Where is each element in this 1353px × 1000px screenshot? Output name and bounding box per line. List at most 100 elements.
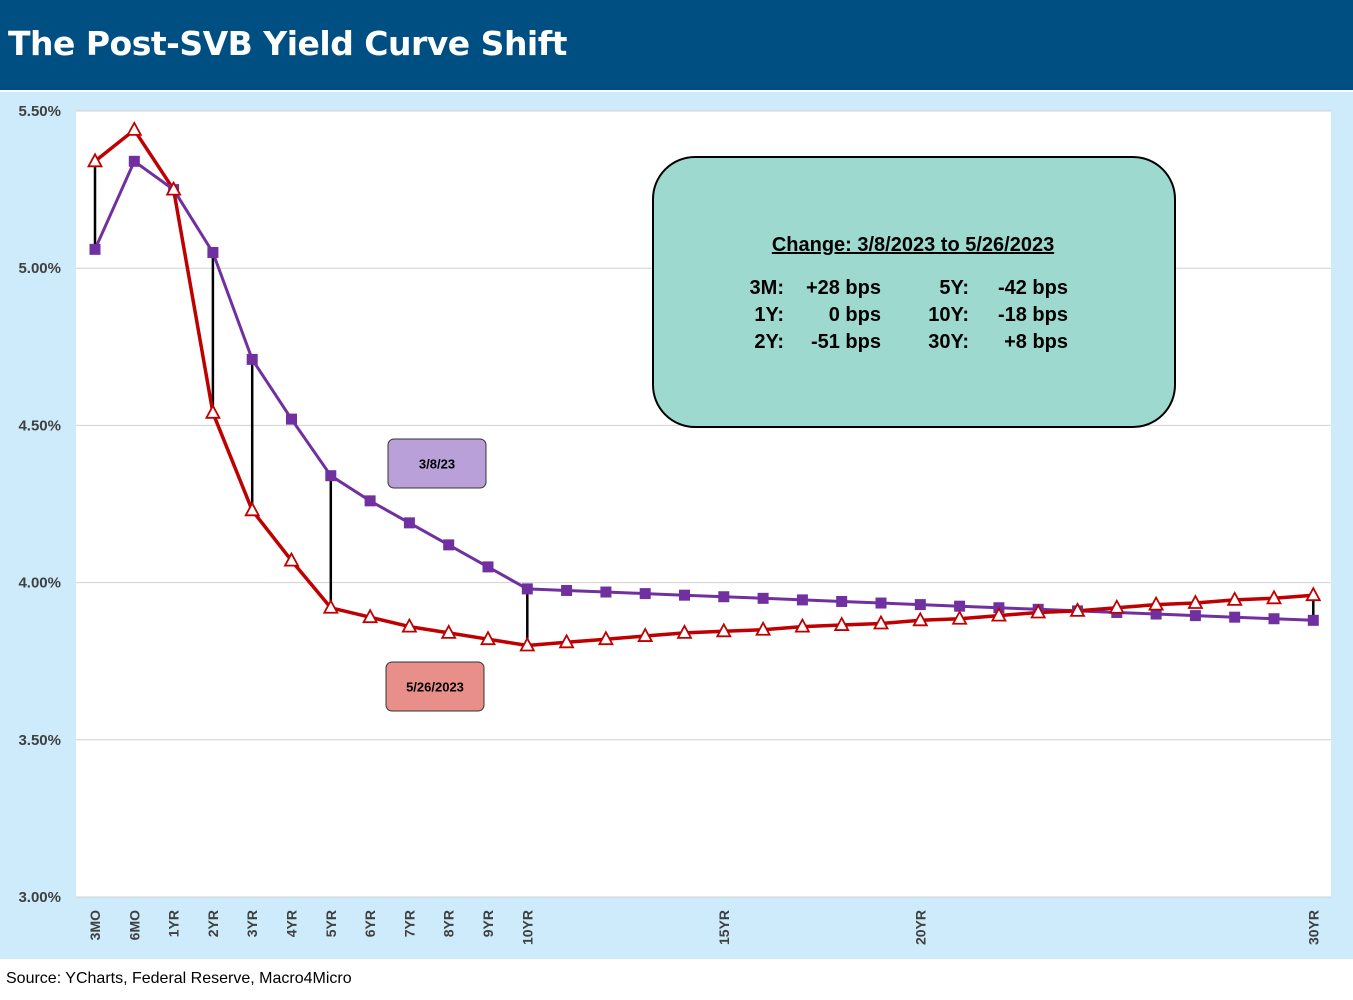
data-point-5-26-2023 [794,617,811,633]
x-tick-label: 3MO [87,910,103,940]
data-point-3-8-23 [757,592,769,604]
data-point-5-26-2023 [951,609,968,625]
data-point-3-8-23 [1189,610,1201,622]
data-point-3-8-23 [443,539,455,551]
data-point-3-8-23 [286,413,297,425]
y-tick-label: 3.00% [18,889,61,906]
annotation-left-value: +28 bps [806,277,881,299]
page-title: The Post-SVB Yield Curve Shift [8,24,567,63]
data-point-3-8-23 [639,588,651,600]
annotation-left-value: -51 bps [811,331,881,353]
x-tick-label: 5YR [323,910,339,937]
data-point-5-26-2023 [126,120,143,136]
data-point-5-26-2023 [519,636,536,652]
series-label-3-8-23: 3/8/23 [419,457,455,472]
x-tick-label: 20YR [912,910,928,945]
data-point-3-8-23 [1307,614,1319,626]
x-tick-label: 10YR [519,910,535,945]
data-point-5-26-2023 [597,630,614,646]
x-tick-label: 4YR [284,910,300,937]
data-point-3-8-23 [679,589,690,601]
x-tick-label: 3YR [244,910,260,937]
data-point-3-8-23 [914,599,926,611]
x-tick-label: 1YR [166,910,182,937]
data-point-3-8-23 [600,586,612,598]
x-tick-label: 9YR [480,910,496,937]
data-point-5-26-2023 [637,627,654,642]
data-point-3-8-23 [364,495,376,507]
annotation-heading: Change: 3/8/2023 to 5/26/2023 [772,234,1054,256]
data-point-3-8-23 [1150,608,1162,620]
source-note: Source: YCharts, Federal Reserve, Macro4… [6,970,352,987]
data-point-5-26-2023 [558,633,575,649]
data-point-3-8-23 [128,155,140,167]
annotation-right-value: -42 bps [998,277,1068,299]
title-bar: The Post-SVB Yield Curve Shift [0,0,1353,90]
annotation-left-label: 2Y: [754,331,784,353]
y-tick-label: 5.00% [18,260,61,277]
data-point-3-8-23 [325,470,337,482]
data-point-5-26-2023 [362,608,379,624]
data-point-3-8-23 [561,584,573,596]
series-line-5-26-2023 [93,128,1314,648]
data-point-3-8-23 [89,243,101,255]
data-point-5-26-2023 [322,598,339,614]
data-point-5-26-2023 [872,614,890,630]
data-point-5-26-2023 [715,622,732,638]
x-tick-label: 30YR [1305,910,1321,945]
data-point-3-8-23 [954,600,966,612]
x-tick-label: 2YR [205,910,221,937]
annotation-right-label: 10Y: [928,304,969,326]
annotation-right-value: -18 bps [998,304,1068,326]
y-tick-label: 3.50% [18,732,61,749]
data-point-5-26-2023 [990,606,1007,622]
data-point-3-8-23 [403,517,415,529]
data-point-3-8-23 [875,597,887,609]
data-point-5-26-2023 [676,624,693,639]
data-point-5-26-2023 [1148,595,1165,611]
y-tick-label: 4.50% [18,417,61,434]
data-point-5-26-2023 [440,624,457,639]
annotation-right-value: +8 bps [1004,331,1068,353]
annotation-left-label: 3M: [750,277,784,299]
data-point-3-8-23 [521,583,533,595]
data-point-5-26-2023 [244,501,261,517]
data-point-5-26-2023 [755,620,772,636]
data-point-5-26-2023 [86,152,104,168]
y-tick-label: 5.50% [18,103,61,120]
data-point-3-8-23 [1268,613,1280,625]
x-tick-label: 8YR [441,910,457,937]
annotation-left-label: 1Y: [754,304,784,326]
data-point-5-26-2023 [204,403,221,419]
data-point-5-26-2023 [1265,589,1283,605]
annotation-right-label: 5Y: [939,277,969,299]
x-tick-label: 15YR [716,910,732,945]
data-point-5-26-2023 [912,611,929,627]
data-point-5-26-2023 [1108,598,1125,614]
data-point-3-8-23 [207,246,219,258]
y-tick-label: 4.00% [18,575,61,592]
data-point-3-8-23 [1229,611,1241,623]
data-point-5-26-2023 [401,617,418,633]
series-label-3-8-23-box [387,438,487,489]
change-annotation-box [652,156,1176,428]
data-point-3-8-23 [796,594,808,606]
data-point-5-26-2023 [1030,603,1047,619]
data-point-5-26-2023 [833,616,850,631]
annotation-right-label: 30Y: [928,331,969,353]
data-point-3-8-23 [246,353,258,365]
data-point-5-26-2023 [1305,586,1322,602]
data-point-5-26-2023 [479,630,497,646]
data-point-5-26-2023 [1226,591,1243,606]
data-point-5-26-2023 [1069,602,1086,617]
data-point-3-8-23 [836,595,848,607]
data-point-3-8-23 [718,591,730,603]
x-tick-label: 6YR [362,910,378,937]
data-point-5-26-2023 [165,180,182,196]
data-point-3-8-23 [482,561,494,573]
series-label-5-26-2023: 5/26/2023 [406,680,464,695]
data-point-5-26-2023 [283,551,300,567]
annotation-left-value: 0 bps [829,304,881,326]
x-tick-label: 6MO [126,910,142,940]
series-label-5-26-2023-box [385,661,485,712]
